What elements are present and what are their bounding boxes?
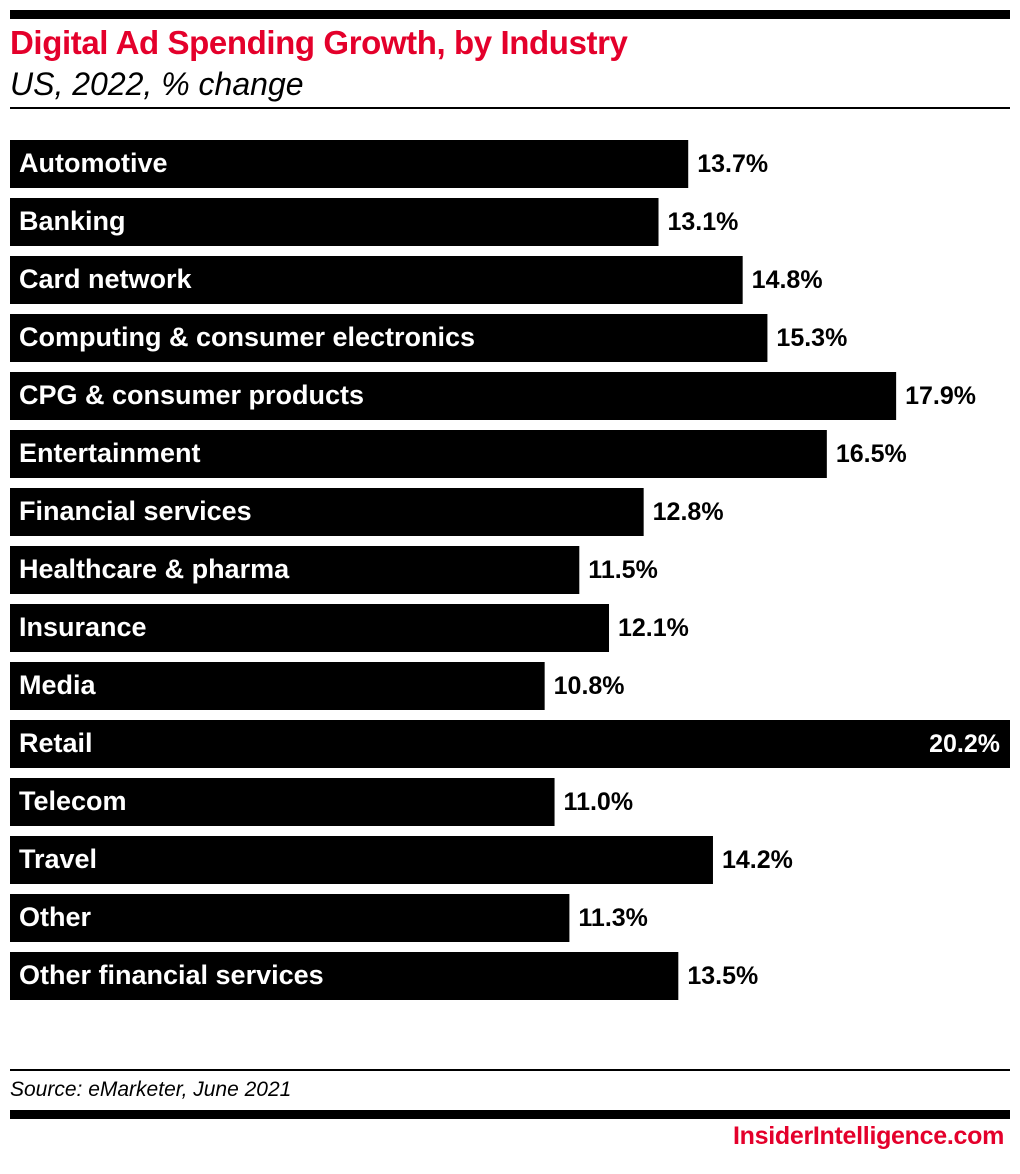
value-label: 13.7% (697, 150, 769, 178)
category-label: Insurance (19, 612, 147, 642)
value-label: 15.3% (776, 324, 848, 352)
bar-9 (10, 662, 545, 710)
category-label: Banking (19, 206, 126, 236)
value-label: 11.5% (588, 556, 658, 584)
value-label: 12.1% (618, 614, 689, 642)
bar-10 (10, 720, 1010, 768)
chart-subtitle: US, 2022, % change (10, 66, 304, 102)
value-label: 17.9% (905, 382, 977, 410)
value-label: 11.0% (563, 788, 634, 816)
category-label: Automotive (19, 148, 168, 178)
value-label: 11.3% (578, 904, 648, 932)
brand-logo: InsiderIntelligence.com (733, 1122, 1004, 1151)
header-divider (10, 107, 1010, 109)
bar-0 (10, 140, 689, 188)
bar-8 (10, 604, 610, 652)
bar-1 (10, 198, 659, 246)
brand-intelligence: Intelligence (812, 1122, 947, 1150)
bar-5 (10, 430, 827, 478)
category-label: CPG & consumer products (19, 380, 365, 410)
bar-6 (10, 488, 644, 536)
category-label: Card network (19, 264, 192, 294)
category-label: Other financial services (19, 960, 324, 990)
value-label: 12.8% (652, 498, 724, 526)
top-rule (10, 10, 1010, 19)
category-label: Travel (19, 844, 98, 874)
brand-com: .com (946, 1122, 1004, 1150)
value-label: 13.1% (667, 208, 739, 236)
category-label: Retail (19, 728, 93, 758)
category-label: Telecom (19, 786, 127, 816)
brand-insider: Insider (733, 1122, 813, 1150)
bar-13 (10, 894, 570, 942)
category-label: Healthcare & pharma (19, 554, 290, 584)
bar-chart (10, 140, 1010, 1000)
bar-2 (10, 256, 743, 304)
bar-11 (10, 778, 555, 826)
category-label: Media (19, 670, 96, 700)
chart-title: Digital Ad Spending Growth, by Industry (10, 24, 628, 61)
bottom-rule (10, 1110, 1010, 1119)
value-label: 13.5% (687, 962, 759, 990)
category-label: Financial services (19, 496, 252, 526)
bar-3 (10, 314, 768, 362)
bar-12 (10, 836, 713, 884)
value-label: 14.8% (751, 266, 823, 294)
value-label: 14.2% (721, 846, 793, 874)
bar-4 (10, 372, 897, 420)
value-label: 20.2% (929, 730, 1000, 758)
category-label: Other (19, 902, 92, 932)
bar-14 (10, 952, 679, 1000)
category-label: Computing & consumer electronics (19, 322, 476, 352)
source-note: Source: eMarketer, June 2021 (10, 1078, 292, 1101)
value-label: 16.5% (835, 440, 907, 468)
value-label: 10.8% (553, 672, 625, 700)
footer-divider (10, 1069, 1010, 1071)
bar-7 (10, 546, 580, 594)
category-label: Entertainment (19, 438, 201, 468)
